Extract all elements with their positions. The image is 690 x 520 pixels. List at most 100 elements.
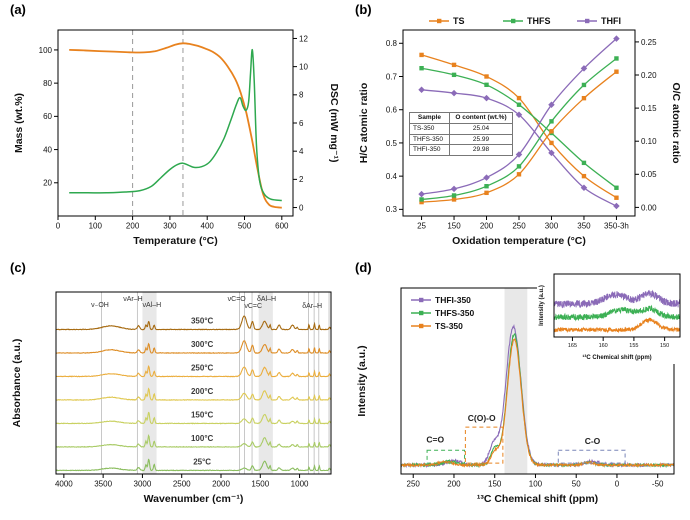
- svg-text:δAr–H: δAr–H: [302, 303, 322, 310]
- svg-text:60: 60: [43, 112, 52, 121]
- svg-text:νC=O: νC=O: [228, 296, 247, 303]
- svg-text:νAr–H: νAr–H: [123, 296, 142, 303]
- svg-text:400: 400: [201, 222, 215, 231]
- svg-text:ν₋OH: ν₋OH: [91, 302, 109, 309]
- svg-text:300: 300: [163, 222, 177, 231]
- svg-text:300°C: 300°C: [191, 340, 214, 349]
- svg-text:0.7: 0.7: [386, 72, 398, 81]
- svg-text:250°C: 250°C: [191, 364, 214, 373]
- svg-text:1000: 1000: [291, 480, 309, 489]
- svg-text:Wavenumber (cm⁻¹): Wavenumber (cm⁻¹): [144, 493, 244, 505]
- svg-text:2: 2: [299, 175, 304, 184]
- svg-text:νC=C: νC=C: [244, 303, 262, 310]
- svg-text:40: 40: [43, 145, 52, 154]
- svg-text:4: 4: [299, 147, 304, 156]
- panel-d: C=O C(O)-O C-O 250 200 150 100 50 0 -50 ¹³C Chemic…: [345, 258, 690, 520]
- atomic-ratio-chart: 25 150 200 250 300 350 350-3h 0.3 0.4 0.5 0.6 0.7 0.…: [358, 16, 682, 247]
- svg-text:6: 6: [299, 119, 304, 128]
- svg-text:10: 10: [299, 63, 308, 72]
- svg-text:100: 100: [39, 46, 53, 55]
- svg-text:100: 100: [89, 222, 103, 231]
- svg-text:O/C atomic ratio: O/C atomic ratio: [670, 82, 682, 163]
- svg-text:350-3h: 350-3h: [604, 222, 629, 231]
- panel-label-c: (c): [10, 260, 26, 275]
- panel-label-a: (a): [10, 2, 26, 17]
- svg-text:20: 20: [43, 179, 52, 188]
- svg-text:0.6: 0.6: [386, 106, 398, 115]
- svg-text:0: 0: [56, 222, 61, 231]
- svg-text:350: 350: [577, 222, 591, 231]
- svg-text:THFS-350: THFS-350: [435, 308, 474, 318]
- svg-text:0.00: 0.00: [641, 203, 657, 212]
- tga-dsc-chart: 0 100 200 300 400 500 600 20 40 60 80 100 0 2 4 6 8 10 12 T…: [13, 29, 340, 247]
- svg-text:THFI: THFI: [601, 16, 621, 26]
- svg-text:8: 8: [299, 91, 304, 100]
- svg-text:500: 500: [238, 222, 252, 231]
- svg-text:50: 50: [572, 480, 581, 489]
- svg-text:4000: 4000: [55, 480, 73, 489]
- svg-text:80: 80: [43, 79, 52, 88]
- svg-text:155: 155: [629, 343, 638, 349]
- svg-text:350°C: 350°C: [191, 317, 214, 326]
- o-content-table: Sample O content (wt.%) TS-350 25.04 THFS-35…: [409, 112, 514, 157]
- svg-text:200: 200: [480, 222, 494, 231]
- panel-c: ν₋OH νAr–H νAl–H νC=O νC=C δAl–H δAr–H 350°C 300…: [0, 258, 345, 520]
- nmr-inset-chart: 165 160 155 150 ¹³C Chemical shift (ppm) Inte…: [537, 268, 685, 364]
- svg-text:165: 165: [568, 343, 577, 349]
- svg-text:0: 0: [299, 203, 304, 212]
- table-row: TS-350 25.04: [409, 122, 514, 135]
- svg-text:C(O)-O: C(O)-O: [468, 413, 496, 423]
- svg-text:100: 100: [529, 480, 543, 489]
- svg-text:¹³C Chemical shift (ppm): ¹³C Chemical shift (ppm): [477, 493, 598, 505]
- svg-text:THFS: THFS: [527, 16, 551, 26]
- svg-text:Intensity (a.u.): Intensity (a.u.): [356, 345, 368, 416]
- svg-text:200: 200: [126, 222, 140, 231]
- svg-text:150: 150: [660, 343, 669, 349]
- svg-text:3000: 3000: [134, 480, 152, 489]
- svg-text:0.20: 0.20: [641, 71, 657, 80]
- svg-text:25°C: 25°C: [193, 458, 211, 467]
- svg-text:600: 600: [275, 222, 289, 231]
- panel-label-d: (d): [355, 260, 372, 275]
- svg-text:TS: TS: [453, 16, 465, 26]
- svg-text:150: 150: [447, 222, 461, 231]
- svg-text:0.25: 0.25: [641, 38, 657, 47]
- svg-text:100°C: 100°C: [191, 434, 214, 443]
- svg-text:0.8: 0.8: [386, 39, 398, 48]
- svg-text:250: 250: [407, 480, 421, 489]
- svg-text:12: 12: [299, 34, 308, 43]
- table-row: THFI-350 29.98: [409, 144, 514, 157]
- svg-text:-50: -50: [652, 480, 664, 489]
- panel-b: 25 150 200 250 300 350 350-3h 0.3 0.4 0.5 0.6 0.7 0.…: [345, 0, 690, 258]
- svg-text:Absorbance (a.u.): Absorbance (a.u.): [11, 339, 23, 428]
- svg-text:0.5: 0.5: [386, 139, 398, 148]
- svg-text:C-O: C-O: [585, 436, 601, 446]
- svg-text:2500: 2500: [173, 480, 191, 489]
- svg-text:Temperature (°C): Temperature (°C): [133, 235, 218, 247]
- svg-text:0.15: 0.15: [641, 104, 657, 113]
- svg-text:2000: 2000: [212, 480, 230, 489]
- svg-text:0.10: 0.10: [641, 137, 657, 146]
- svg-text:DSC (mW mg⁻¹): DSC (mW mg⁻¹): [328, 83, 340, 162]
- svg-text:TS-350: TS-350: [435, 321, 463, 331]
- svg-text:25: 25: [417, 222, 426, 231]
- svg-text:0.05: 0.05: [641, 170, 657, 179]
- svg-text:200°C: 200°C: [191, 387, 214, 396]
- svg-text:0.3: 0.3: [386, 205, 398, 214]
- svg-text:THFI-350: THFI-350: [435, 295, 471, 305]
- svg-text:Mass (wt.%): Mass (wt.%): [13, 93, 25, 153]
- panel-a: 0 100 200 300 400 500 600 20 40 60 80 100 0 2 4 6 8 10 12 T…: [0, 0, 345, 258]
- svg-text:0.4: 0.4: [386, 172, 398, 181]
- svg-text:3500: 3500: [94, 480, 112, 489]
- svg-text:Intensity (a.u.): Intensity (a.u.): [539, 285, 545, 326]
- svg-text:Oxidation temperature (°C): Oxidation temperature (°C): [452, 235, 586, 247]
- svg-text:0: 0: [615, 480, 620, 489]
- svg-text:¹³C Chemical shift (ppm): ¹³C Chemical shift (ppm): [582, 354, 651, 361]
- svg-text:150°C: 150°C: [191, 411, 214, 420]
- panel-label-b: (b): [355, 2, 372, 17]
- table-row: THFS-350 25.99: [409, 133, 514, 146]
- svg-text:250: 250: [512, 222, 526, 231]
- svg-text:200: 200: [447, 480, 461, 489]
